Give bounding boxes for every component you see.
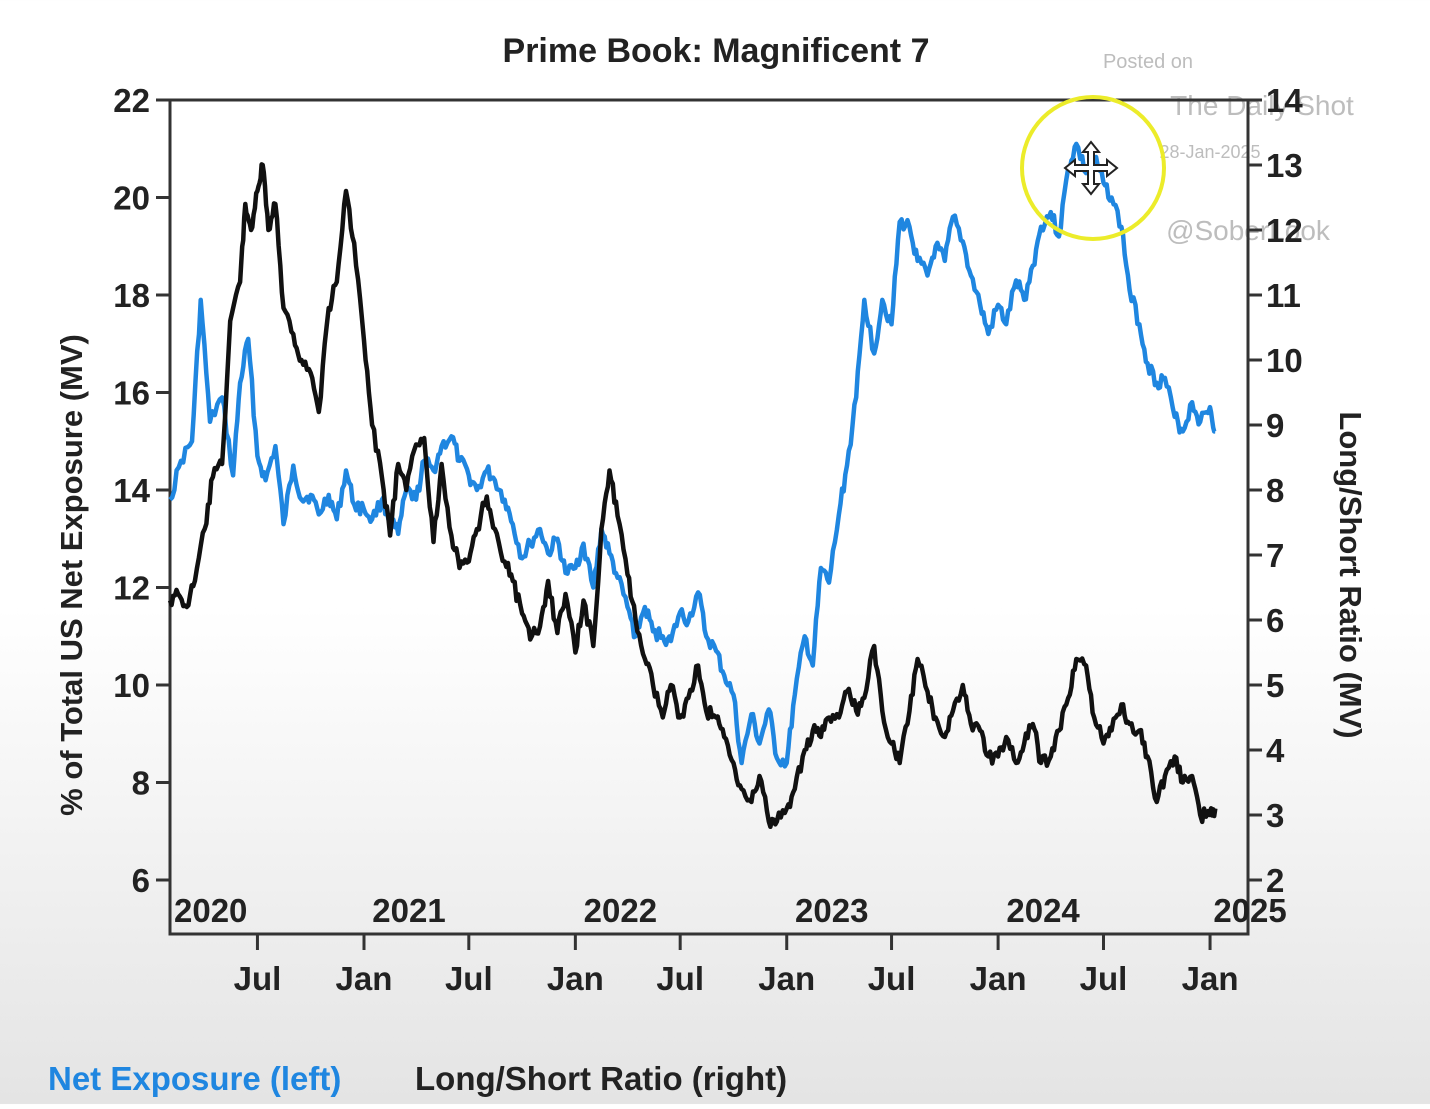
series-line-net-exposure xyxy=(168,141,1217,769)
left-tick-label: 16 xyxy=(113,375,150,412)
year-label: 2024 xyxy=(1006,892,1080,929)
right-tick-label: 2 xyxy=(1266,862,1284,899)
x-tick-label: Jul xyxy=(234,960,282,997)
right-tick-label: 9 xyxy=(1266,407,1284,444)
legend-ls-ratio: Long/Short Ratio (right) xyxy=(415,1060,787,1097)
x-tick-label: Jan xyxy=(547,960,604,997)
x-tick-label: Jul xyxy=(868,960,916,997)
watermark: Posted on The Daily Shot 28-Jan-2025 @So… xyxy=(1103,51,1354,246)
right-tick-label: 12 xyxy=(1266,212,1303,249)
right-tick-label: 3 xyxy=(1266,797,1284,834)
x-tick-label: Jul xyxy=(1080,960,1128,997)
right-tick-label: 13 xyxy=(1266,147,1303,184)
x-tick-label: Jul xyxy=(445,960,493,997)
watermark-line1: Posted on xyxy=(1103,51,1193,73)
left-tick-label: 6 xyxy=(132,862,150,899)
plot-frame xyxy=(168,98,1250,936)
left-tick-label: 10 xyxy=(113,667,150,704)
year-label: 2021 xyxy=(372,892,445,929)
move-cursor-icon xyxy=(1063,140,1119,196)
left-tick-label: 18 xyxy=(113,277,150,314)
left-tick-label: 20 xyxy=(113,180,150,217)
right-tick-label: 10 xyxy=(1266,342,1303,379)
left-tick-label: 8 xyxy=(132,765,150,802)
right-tick-label: 5 xyxy=(1266,667,1284,704)
right-tick-label: 11 xyxy=(1266,277,1301,314)
x-tick-label: Jan xyxy=(758,960,815,997)
x-tick-label: Jul xyxy=(656,960,704,997)
year-label: 2022 xyxy=(584,892,657,929)
left-tick-label: 22 xyxy=(113,82,150,119)
cursor-highlight xyxy=(1020,95,1166,241)
year-label: 2023 xyxy=(795,892,868,929)
right-tick-label: 14 xyxy=(1266,82,1303,119)
left-axis: 6 8 10 12 14 16 18 20 22 xyxy=(113,82,170,899)
x-tick-label: Jan xyxy=(336,960,393,997)
right-tick-label: 7 xyxy=(1266,537,1284,574)
year-label: 2020 xyxy=(174,892,247,929)
right-axis: 2 3 4 5 6 7 8 9 10 11 12 13 14 xyxy=(1248,82,1303,899)
series-line-long-short-ratio xyxy=(167,162,1218,830)
x-tick-label: Jan xyxy=(970,960,1027,997)
left-tick-label: 14 xyxy=(113,472,150,509)
left-axis-title: % of Total US Net Exposure (MV) xyxy=(54,334,89,816)
left-tick-label: 12 xyxy=(113,570,150,607)
x-axis: Jul Jan Jul Jan Jul Jan Jul Jan Jul Jan 2020 2021 20… xyxy=(174,892,1287,997)
legend-net-exposure: Net Exposure (left) xyxy=(48,1060,341,1097)
year-label: 2025 xyxy=(1213,892,1286,929)
chart-title: Prime Book: Magnificent 7 xyxy=(503,32,930,70)
watermark-line2: The Daily Shot xyxy=(1170,90,1354,121)
watermark-line3: 28-Jan-2025 xyxy=(1159,142,1260,162)
series-layer xyxy=(167,141,1218,830)
right-tick-label: 8 xyxy=(1266,472,1284,509)
highlight-circle xyxy=(1020,95,1166,241)
right-tick-label: 4 xyxy=(1266,732,1285,769)
right-tick-label: 6 xyxy=(1266,602,1284,639)
legend: Net Exposure (left) Long/Short Ratio (ri… xyxy=(48,1060,787,1097)
x-tick-label: Jan xyxy=(1182,960,1239,997)
right-axis-title: Long/Short Ratio (MV) xyxy=(1333,411,1368,738)
